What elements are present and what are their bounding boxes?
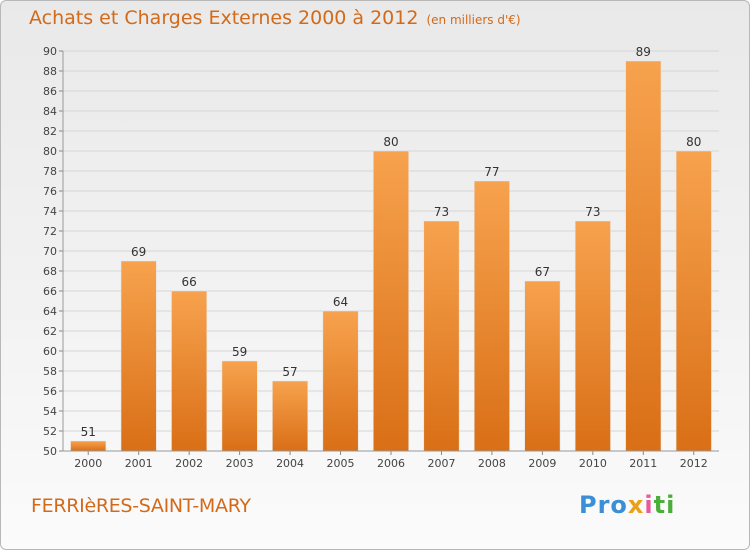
y-tick-label: 74	[43, 205, 57, 218]
x-tick-label-2003: 2003	[226, 457, 254, 470]
bar-2002	[171, 290, 208, 452]
bar-2012	[675, 150, 712, 452]
y-tick-label: 82	[43, 125, 57, 138]
bar-2006	[373, 150, 409, 452]
y-tick-label: 88	[43, 65, 57, 78]
data-label-2010: 73	[585, 205, 600, 219]
bar-2001	[120, 260, 157, 452]
y-tick-label: 70	[43, 245, 57, 258]
y-tick-label: 84	[43, 105, 57, 118]
data-label-2012: 80	[686, 135, 701, 149]
y-tick-label: 60	[43, 345, 57, 358]
chart-subtitle: (en milliers d'€)	[426, 13, 521, 27]
axes	[62, 51, 719, 452]
data-label-2006: 80	[383, 135, 398, 149]
y-tick-label: 54	[43, 405, 57, 418]
data-label-2001: 69	[131, 245, 146, 259]
x-tick-label-2001: 2001	[125, 457, 153, 470]
chart-title-text: Achats et Charges Externes 2000 à 2012	[29, 7, 419, 29]
x-tick-label-2006: 2006	[377, 457, 405, 470]
x-tick-label-2009: 2009	[528, 457, 556, 470]
chart-title: Achats et Charges Externes 2000 à 2012 (e…	[29, 7, 521, 29]
data-label-2000: 51	[81, 425, 96, 439]
logo-part-3: i	[644, 491, 654, 519]
data-label-2007: 73	[434, 205, 449, 219]
x-axis-ticks: 2000 2001 2002 2003 2004 2005 2006 2007 2008 2009…	[74, 451, 708, 470]
bar-2008	[474, 180, 510, 452]
logo-part-2: x	[627, 491, 645, 519]
data-label-2009: 67	[535, 265, 550, 279]
data-label-2002: 66	[182, 275, 197, 289]
x-tick-label-2005: 2005	[327, 457, 355, 470]
data-label-2003: 59	[232, 345, 247, 359]
y-tick-label: 78	[43, 165, 57, 178]
bar-2011	[625, 60, 662, 452]
x-tick-label-2011: 2011	[629, 457, 657, 470]
x-tick-label-2008: 2008	[478, 457, 506, 470]
data-label-2008: 77	[484, 165, 499, 179]
y-tick-label: 56	[43, 385, 57, 398]
y-tick-label: 58	[43, 365, 57, 378]
x-tick-label-2007: 2007	[427, 457, 455, 470]
logo-part-1: Pro	[579, 491, 628, 519]
bar-2010	[574, 220, 611, 452]
y-tick-label: 68	[43, 265, 57, 278]
y-tick-label: 76	[43, 185, 57, 198]
data-labels: 51 69 66 59 57 64 80 73 77 67 73 89 80	[81, 45, 702, 439]
y-tick-label: 50	[43, 445, 57, 458]
y-tick-label: 64	[43, 305, 57, 318]
x-tick-label-2012: 2012	[680, 457, 708, 470]
bar-2005	[322, 310, 359, 452]
x-tick-label-2010: 2010	[579, 457, 607, 470]
x-tick-label-2000: 2000	[74, 457, 102, 470]
x-tick-label-2002: 2002	[175, 457, 203, 470]
y-axis-ticks: 50 52 54 56 58 60 62 64 66 68 70 72 74 76 78 80 82 84 86 88…	[43, 45, 63, 458]
y-tick-label: 80	[43, 145, 57, 158]
logo-part-4: ti	[653, 491, 676, 519]
bar-2007	[423, 220, 460, 452]
proxiti-logo[interactable]: Proxiti	[579, 491, 675, 519]
y-tick-label: 72	[43, 225, 57, 238]
town-name: FERRIèRES-SAINT-MARY	[31, 495, 251, 517]
y-tick-label: 52	[43, 425, 57, 438]
data-label-2011: 89	[636, 45, 651, 59]
x-tick-label-2004: 2004	[276, 457, 304, 470]
data-label-2004: 57	[282, 365, 297, 379]
bar-2004	[272, 380, 308, 452]
bar-2000	[70, 440, 107, 452]
y-tick-label: 86	[43, 85, 57, 98]
y-tick-label: 90	[43, 45, 57, 58]
bar-2009	[524, 280, 561, 452]
bars	[70, 60, 712, 452]
y-tick-label: 62	[43, 325, 57, 338]
y-tick-label: 66	[43, 285, 57, 298]
bar-2003	[221, 360, 258, 452]
data-label-2005: 64	[333, 295, 348, 309]
